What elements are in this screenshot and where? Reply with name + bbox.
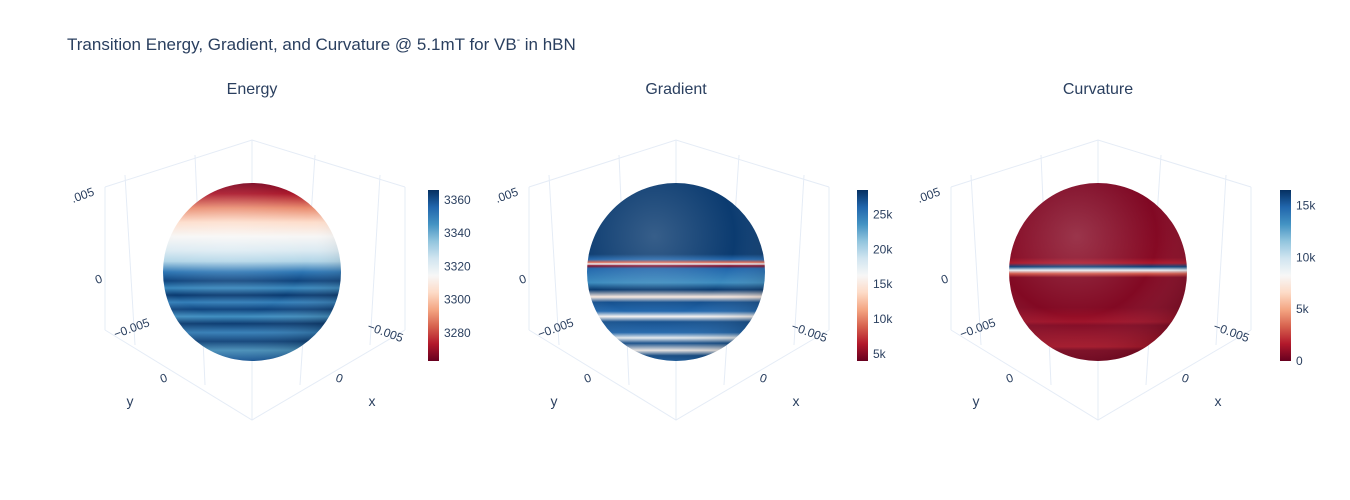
z-tick-mid: 0 [517, 271, 528, 287]
z-tick-mid: 0 [93, 271, 104, 287]
y-tick-neg: −0.005 [958, 315, 998, 341]
sphere-shading [163, 183, 341, 361]
y-tick-neg: −0.005 [536, 315, 576, 341]
colorbar-tick-label: 15k [1296, 199, 1316, 213]
z-tick-top: .005 [69, 185, 96, 206]
x-tick-zero: 0 [758, 371, 769, 387]
colorbar-tick-label: 3320 [444, 259, 471, 273]
colorbar-tick-label: 3280 [444, 326, 471, 340]
y-tick-zero: 0 [1004, 370, 1015, 386]
colorbar-tick-label: 20k [873, 242, 893, 256]
colorbar-tick-label: 3300 [444, 293, 471, 307]
colorbar: 25k 20k 15k 10k 5k [857, 190, 893, 361]
subplot-gradient: Gradient .005 0 −0.005 0 y 0 −0.005 x 25… [493, 81, 893, 421]
x-axis-label: x [1215, 393, 1222, 409]
subplot-title: Curvature [1063, 81, 1133, 98]
colorbar-tick-label: 3340 [444, 226, 471, 240]
subplot-title: Energy [227, 81, 278, 98]
surface-sphere[interactable] [1009, 183, 1187, 361]
x-axis-label: x [369, 393, 376, 409]
x-tick-zero: 0 [334, 371, 345, 387]
z-tick-top: .005 [493, 185, 520, 206]
sphere-shading [587, 183, 765, 361]
colorbar-gradient [428, 190, 439, 361]
z-tick-top: .005 [915, 185, 942, 206]
colorbar-tick-label: 15k [873, 277, 893, 291]
y-tick-neg: −0.005 [112, 315, 152, 341]
colorbar-tick-label: 3360 [444, 193, 471, 207]
surface-sphere[interactable] [163, 183, 341, 361]
colorbar-tick-label: 10k [873, 312, 893, 326]
x-tick-zero: 0 [1180, 371, 1191, 387]
y-tick-zero: 0 [158, 370, 169, 386]
colorbar: 3360 3340 3320 3300 3280 [428, 190, 471, 361]
chart-title: Transition Energy, Gradient, and Curvatu… [67, 35, 576, 54]
z-tick-mid: 0 [939, 271, 950, 287]
surface-sphere[interactable] [587, 183, 765, 361]
subplot-energy: Energy .005 0 −0.005 0 y 0 −0.005 x 3360… [69, 81, 471, 421]
colorbar: 15k 10k 5k 0 [1280, 190, 1316, 368]
subplot-title: Gradient [645, 81, 707, 98]
colorbar-tick-label: 0 [1296, 354, 1303, 368]
colorbar-gradient [857, 190, 868, 361]
y-axis-label: y [127, 393, 134, 409]
colorbar-tick-label: 5k [1296, 302, 1310, 316]
subplot-curvature: Curvature .005 0 −0.005 0 y 0 −0.005 x 1… [915, 81, 1316, 421]
y-axis-label: y [551, 393, 558, 409]
y-axis-label: y [973, 393, 980, 409]
colorbar-tick-label: 5k [873, 347, 887, 361]
colorbar-gradient [1280, 190, 1291, 361]
y-tick-zero: 0 [582, 370, 593, 386]
colorbar-tick-label: 25k [873, 207, 893, 221]
x-axis-label: x [793, 393, 800, 409]
colorbar-tick-label: 10k [1296, 250, 1316, 264]
sphere-shading [1009, 183, 1187, 361]
